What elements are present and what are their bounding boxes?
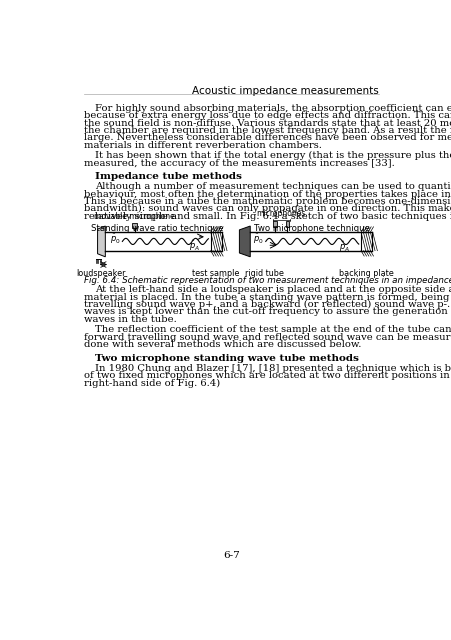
Text: Fig. 6.4: Schematic representation of two measurement techniques in an impedance: Fig. 6.4: Schematic representation of tw…	[84, 276, 451, 285]
Text: microphones: microphones	[256, 209, 305, 218]
Polygon shape	[239, 226, 250, 257]
Text: Two microphone technique: Two microphone technique	[253, 225, 369, 234]
Text: material is placed. In the tube a standing wave pattern is formed, being the res: material is placed. In the tube a standi…	[84, 292, 451, 301]
Bar	[272, 221, 276, 227]
Text: $\hat{p}_A$: $\hat{p}_A$	[189, 238, 200, 253]
Text: Standing wave ratio technique: Standing wave ratio technique	[91, 225, 223, 234]
Text: For highly sound absorbing materials, the absorption coefficient can exceed a va: For highly sound absorbing materials, th…	[95, 104, 451, 113]
Text: test sample: test sample	[192, 269, 239, 278]
Text: right-hand side of Fig. 6.4): right-hand side of Fig. 6.4)	[84, 378, 220, 388]
Bar	[132, 223, 137, 228]
Text: materials in different reverberation chambers.: materials in different reverberation cha…	[84, 141, 322, 150]
Polygon shape	[210, 232, 221, 251]
Text: $\hat{p}_0$: $\hat{p}_0$	[110, 232, 120, 246]
Text: Two microphone standing wave tube methods: Two microphone standing wave tube method…	[95, 354, 359, 363]
Text: relatively simple and small. In Fig. 6.4 a sketch of two basic techniques is sho: relatively simple and small. In Fig. 6.4…	[84, 212, 451, 221]
Text: The reflection coefficient of the test sample at the end of the tube can be dete: The reflection coefficient of the test s…	[95, 325, 451, 334]
Text: This is because in a tube the mathematic problem becomes one-dimensional (in a c: This is because in a tube the mathematic…	[84, 197, 451, 206]
Text: Impedance tube methods: Impedance tube methods	[95, 172, 242, 181]
Text: Although a number of measurement techniques can be used to quantify the sound ab: Although a number of measurement techniq…	[95, 182, 451, 191]
Text: behaviour, most often the determination of the properties takes place in a stand: behaviour, most often the determination …	[84, 189, 451, 198]
Text: rigid tube: rigid tube	[244, 269, 283, 278]
Text: bandwidth): sound waves can only propagate in one direction. This makes the expe: bandwidth): sound waves can only propaga…	[84, 204, 451, 213]
Text: 6-7: 6-7	[223, 552, 239, 561]
Polygon shape	[360, 232, 371, 251]
Bar	[285, 221, 289, 227]
Text: $\hat{p}_0$: $\hat{p}_0$	[253, 231, 263, 246]
Text: waves in the tube.: waves in the tube.	[84, 315, 177, 324]
Polygon shape	[97, 226, 105, 257]
Text: It has been shown that if the total energy (that is the pressure plus the veloci: It has been shown that if the total ener…	[95, 151, 451, 160]
Text: waves is kept lower than the cut-off frequency to assure the generation of plane: waves is kept lower than the cut-off fre…	[84, 307, 451, 317]
Text: loudspeaker: loudspeaker	[76, 269, 125, 278]
Text: $\hat{p}_A$: $\hat{p}_A$	[339, 239, 350, 254]
Text: In 1980 Chung and Blazer [17], [18] presented a technique which is based on the : In 1980 Chung and Blazer [17], [18] pres…	[95, 364, 451, 372]
Text: measured, the accuracy of the measurements increases [33].: measured, the accuracy of the measuremen…	[84, 159, 394, 168]
Text: the sound field is non-diffuse. Various standards state that at least 20 modes o: the sound field is non-diffuse. Various …	[84, 118, 451, 127]
Text: backing plate: backing plate	[338, 269, 393, 278]
Text: because of extra energy loss due to edge effects and diffraction. This can also : because of extra energy loss due to edge…	[84, 111, 451, 120]
Text: large. Nevertheless considerable differences have been observed for measurements: large. Nevertheless considerable differe…	[84, 133, 451, 142]
Text: done with several methods which are discussed below.: done with several methods which are disc…	[84, 340, 361, 349]
Text: travelling sound wave p+, and a backward (or reflected) sound wave p-. The frequ: travelling sound wave p+, and a backward…	[84, 300, 451, 309]
Text: the chamber are required in the lowest frequency band. As a result the room volu: the chamber are required in the lowest f…	[84, 126, 451, 135]
Text: At the left-hand side a loudspeaker is placed and at the opposite side a sample : At the left-hand side a loudspeaker is p…	[95, 285, 451, 294]
Text: forward travelling sound wave and reflected sound wave can be measured separatel: forward travelling sound wave and reflec…	[84, 333, 451, 342]
Text: Acoustic impedance measurements: Acoustic impedance measurements	[192, 86, 378, 96]
Text: movable microphone: movable microphone	[94, 212, 175, 221]
Text: of two fixed microphones which are located at two different positions in the tub: of two fixed microphones which are locat…	[84, 371, 451, 380]
